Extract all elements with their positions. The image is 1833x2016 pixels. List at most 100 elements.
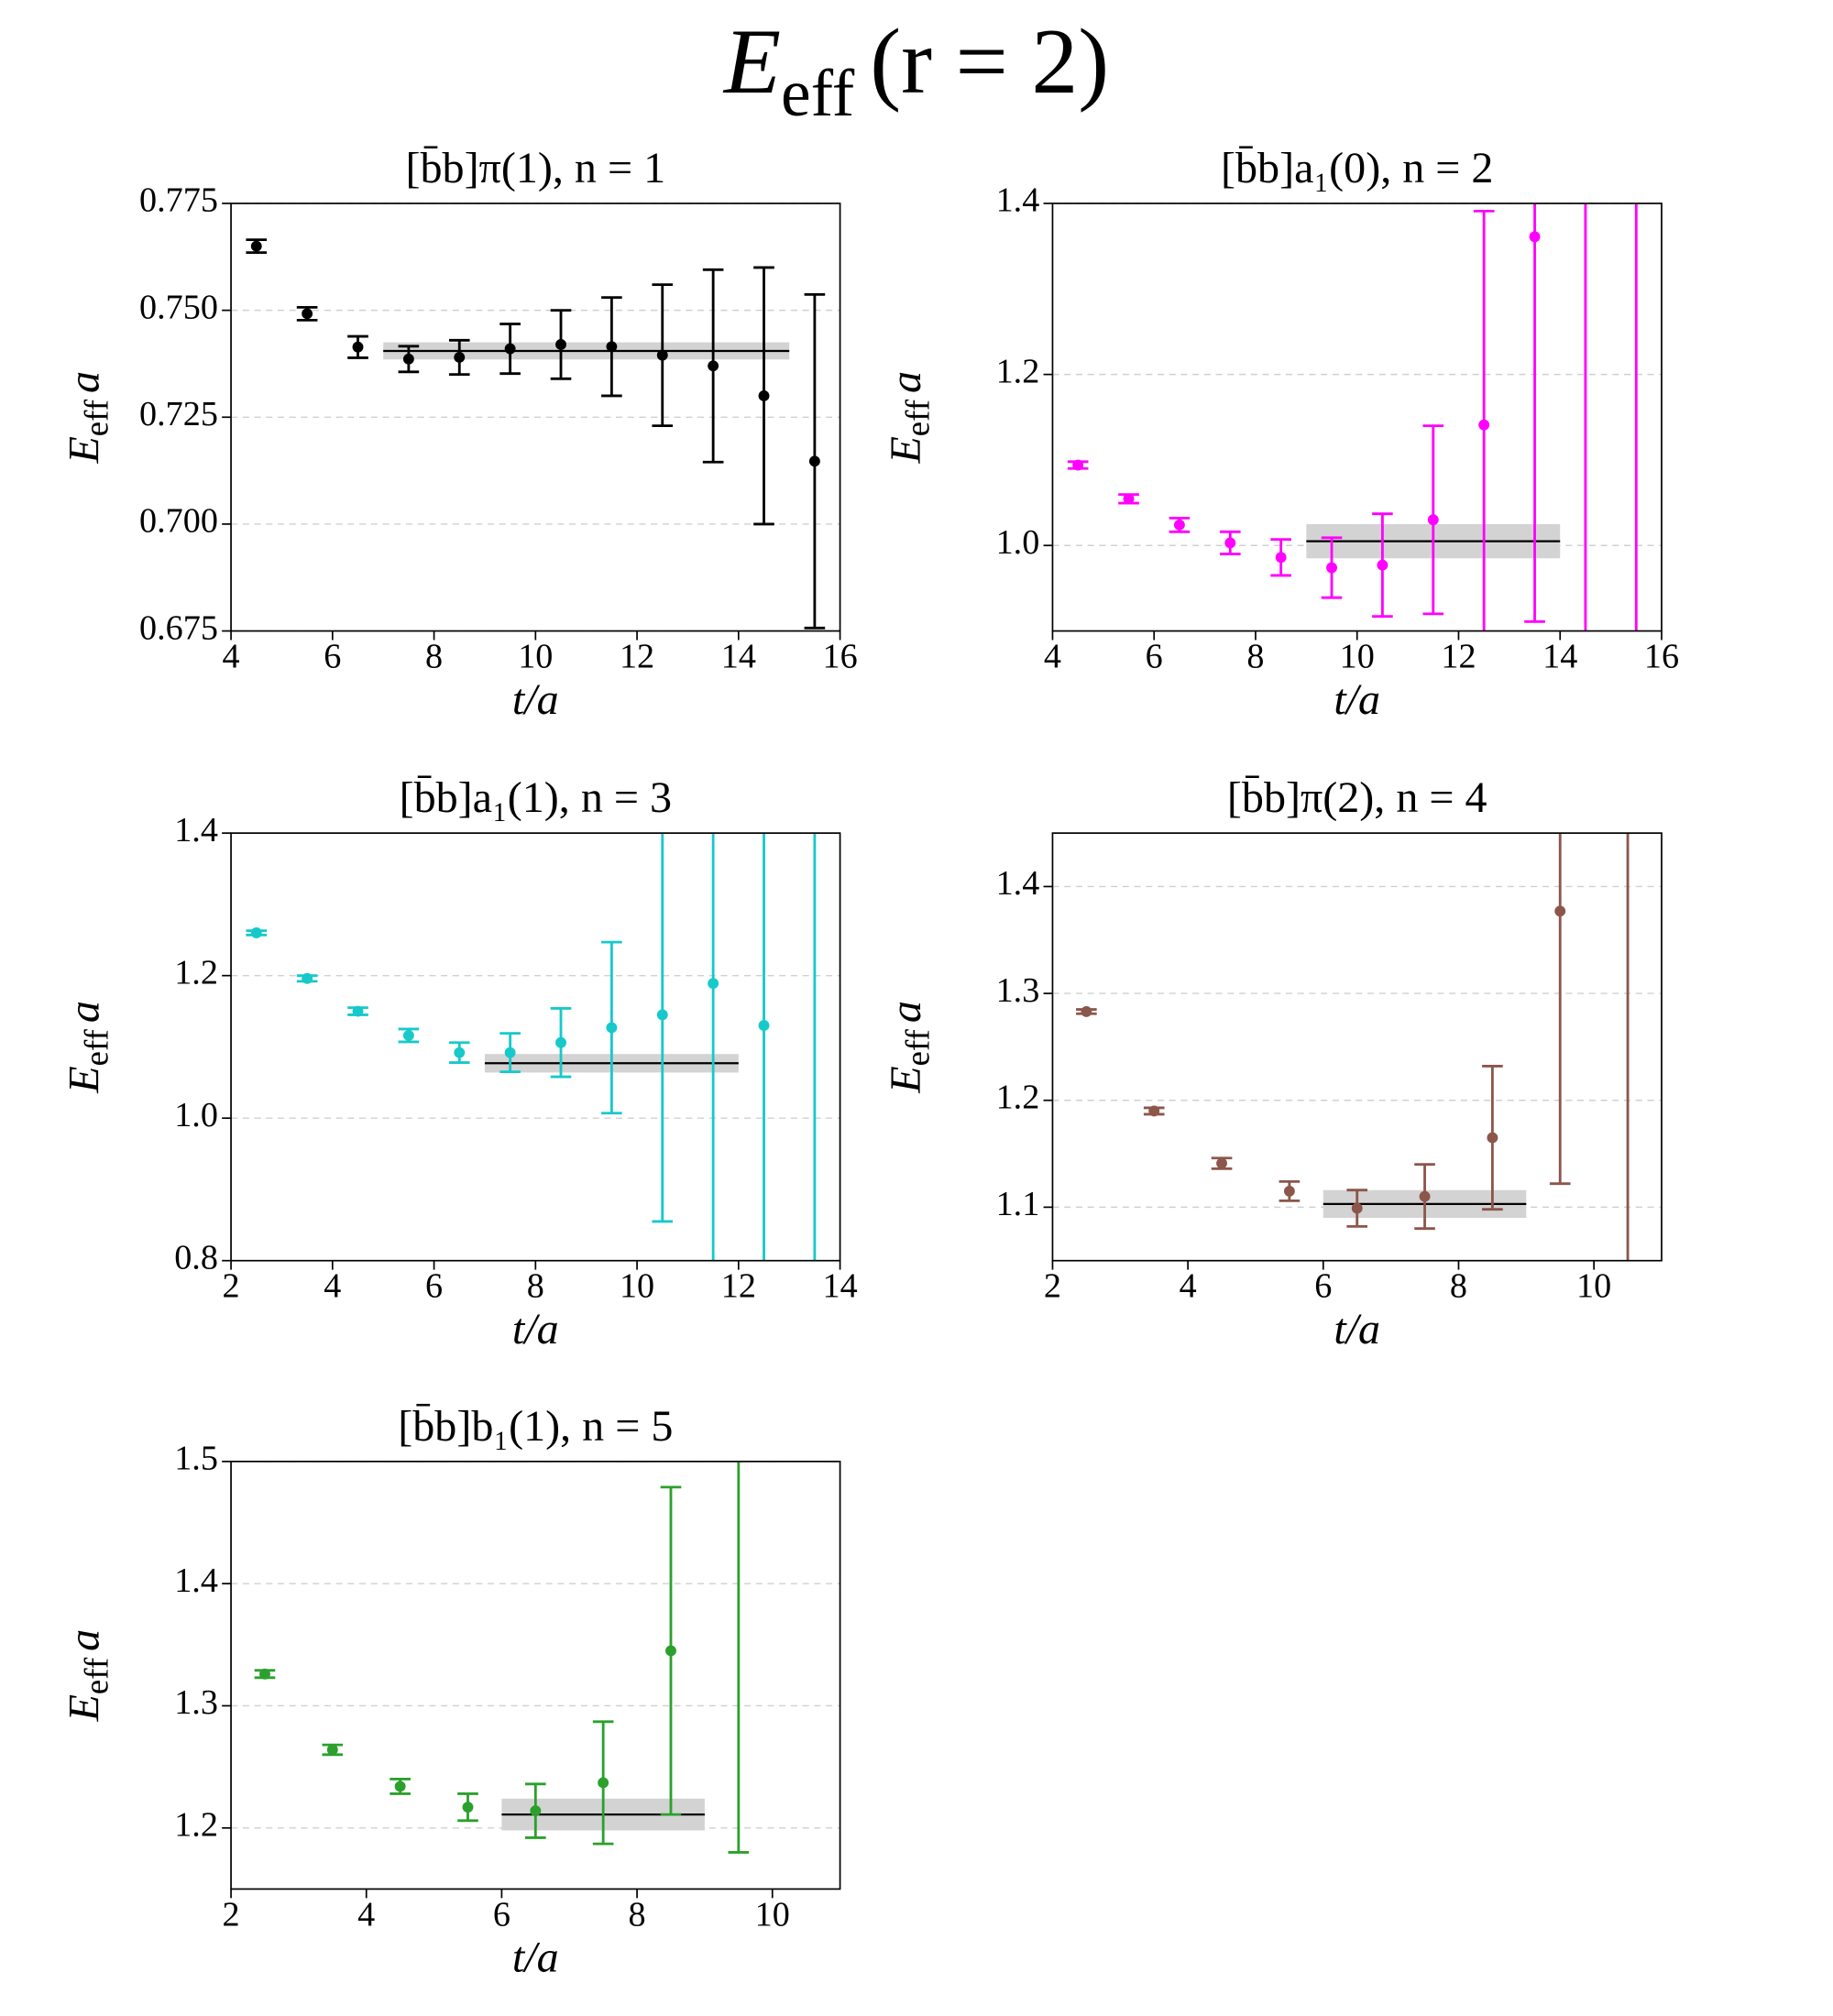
point <box>808 455 820 467</box>
point <box>302 972 313 984</box>
title-sub: eff <box>781 55 855 130</box>
point <box>606 341 618 353</box>
point <box>402 353 414 365</box>
point <box>454 352 466 363</box>
y-label-tail: a <box>882 371 930 393</box>
x-tick-label: 4 <box>1180 1267 1197 1306</box>
point <box>1173 519 1185 531</box>
x-tick-label: 4 <box>324 1267 341 1306</box>
point <box>1072 459 1084 471</box>
x-tick-label: 2 <box>1044 1267 1061 1306</box>
point <box>352 341 364 353</box>
point <box>708 360 719 372</box>
point <box>1148 1105 1160 1117</box>
title-tail: (r = 2) <box>870 10 1109 114</box>
plot-frame <box>230 203 841 632</box>
panel-title: [b̄b]π(1), n = 1 <box>406 144 666 192</box>
x-tick-label: 12 <box>620 637 654 675</box>
x-tick-label: 10 <box>755 1895 790 1934</box>
x-tick-label: 2 <box>223 1267 240 1306</box>
x-tick-label: 14 <box>823 1267 858 1306</box>
y-tick-label: 1.4 <box>996 181 1040 220</box>
x-axis-label: t/a <box>512 1305 559 1353</box>
point <box>606 1022 618 1034</box>
point <box>665 1645 676 1657</box>
x-tick-label: 16 <box>823 637 858 675</box>
point <box>1224 537 1236 549</box>
point <box>504 1046 516 1058</box>
y-label-tail: a <box>882 1001 930 1023</box>
point <box>1216 1157 1227 1169</box>
y-tick-label: 1.2 <box>996 352 1040 390</box>
point <box>1630 27 1641 38</box>
point <box>1283 1185 1295 1197</box>
panel-title: [b̄b]a₁(0), n = 2 <box>1221 144 1493 192</box>
y-tick-label: 1.0 <box>174 1096 218 1134</box>
x-tick-label: 16 <box>1644 637 1679 675</box>
y-label-base: E <box>882 1066 930 1093</box>
y-tick-label: 0.725 <box>139 395 218 433</box>
plot-frame <box>230 832 841 1262</box>
y-tick-label: 0.675 <box>139 608 218 647</box>
x-tick-label: 6 <box>1314 1267 1332 1306</box>
x-tick-label: 8 <box>527 1267 544 1306</box>
y-tick-label: 0.750 <box>139 288 218 326</box>
point <box>1123 493 1135 505</box>
plot-frame <box>230 1461 841 1890</box>
x-tick-label: 6 <box>493 1895 510 1934</box>
y-label-sub: eff <box>78 1028 115 1066</box>
panel: 1.1 1.2 1.3 1.4 2 4 6 8 10 [b̄b]π(2), n = 4 t/a Eef… <box>882 667 1663 1353</box>
point <box>504 343 516 355</box>
x-tick-label: 10 <box>518 637 553 675</box>
y-label-sub: eff <box>78 399 115 436</box>
point <box>598 1777 609 1789</box>
point <box>394 1780 406 1792</box>
point <box>462 1802 474 1813</box>
point <box>1326 562 1337 574</box>
point <box>708 978 719 990</box>
y-label-base: E <box>882 436 930 464</box>
point <box>1275 552 1287 564</box>
point <box>1478 419 1490 431</box>
y-axis-label: Eeff a <box>60 1629 115 1723</box>
point <box>454 1046 466 1058</box>
panel-title: [b̄b]b₁(1), n = 5 <box>398 1402 673 1451</box>
title-base: E <box>722 10 781 114</box>
x-axis-label: t/a <box>1334 675 1380 724</box>
point <box>758 390 770 401</box>
x-tick-label: 14 <box>721 637 756 675</box>
point <box>530 1805 542 1817</box>
x-tick-label: 8 <box>425 637 443 675</box>
panel: 0.675 0.700 0.725 0.750 0.775 4 6 8 10 12 14 16 [b̄b… <box>60 144 858 724</box>
plot-frame <box>1051 203 1663 632</box>
point <box>733 1334 744 1345</box>
x-axis-label: t/a <box>512 1934 559 1982</box>
point <box>1419 1190 1431 1202</box>
y-axis-label: Eeff a <box>60 371 115 465</box>
x-tick-label: 12 <box>1441 637 1476 675</box>
point <box>1351 1202 1363 1214</box>
y-tick-label: 0.775 <box>139 181 218 220</box>
point <box>402 1030 414 1041</box>
x-tick-label: 8 <box>1450 1267 1467 1306</box>
y-label-tail: a <box>60 371 109 393</box>
panel-title: [b̄b]π(2), n = 4 <box>1227 773 1487 822</box>
x-tick-label: 8 <box>1246 637 1264 675</box>
point <box>250 927 262 938</box>
y-tick-label: 1.4 <box>996 864 1040 903</box>
point <box>758 1020 770 1032</box>
point <box>1377 559 1388 571</box>
panel: 1.2 1.3 1.4 1.5 2 4 6 8 10 [b̄b]b₁(1), n = 5 t/a Ee… <box>60 1334 841 1982</box>
point <box>1622 667 1633 678</box>
x-tick-label: 6 <box>324 637 341 675</box>
y-axis-label: Eeff a <box>60 1001 115 1094</box>
point <box>809 756 820 767</box>
x-tick-label: 2 <box>223 1895 240 1934</box>
y-tick-label: 0.700 <box>139 502 218 541</box>
x-tick-label: 4 <box>1044 637 1061 675</box>
y-axis-label: Eeff a <box>882 371 937 465</box>
point <box>302 308 313 320</box>
x-tick-label: 10 <box>1576 1267 1611 1306</box>
y-tick-label: 0.8 <box>174 1238 218 1276</box>
panel-title: [b̄b]a₁(1), n = 3 <box>400 773 672 822</box>
